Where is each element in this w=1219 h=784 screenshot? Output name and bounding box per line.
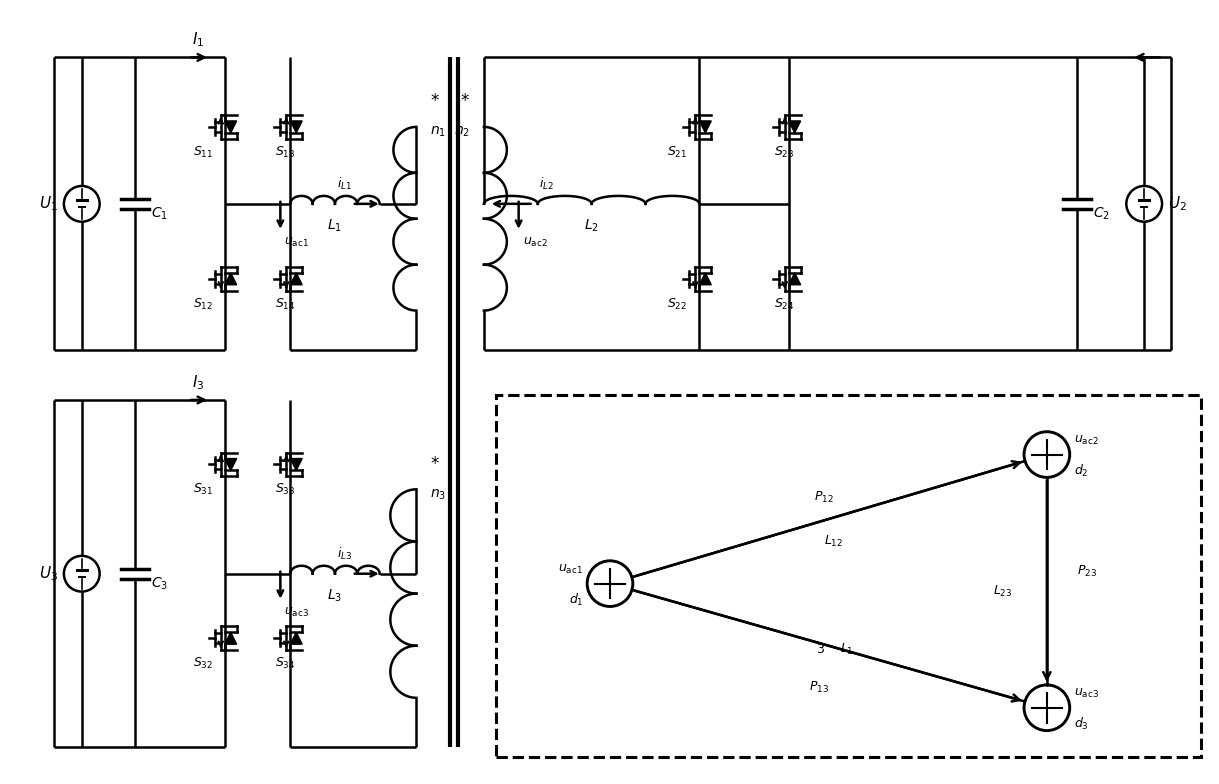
Polygon shape (224, 459, 236, 470)
Polygon shape (700, 273, 711, 285)
Polygon shape (290, 459, 302, 470)
Text: $i_{L3}$: $i_{L3}$ (338, 546, 352, 562)
Polygon shape (789, 273, 801, 285)
Text: $S_{24}$: $S_{24}$ (774, 296, 794, 312)
Text: $3$: $3$ (816, 643, 825, 655)
Text: $L_2$: $L_2$ (584, 218, 599, 234)
Text: $d_1$: $d_1$ (568, 592, 583, 608)
Text: $S_{31}$: $S_{31}$ (193, 482, 213, 498)
Text: $L_1$: $L_1$ (840, 641, 853, 657)
Text: $C_3$: $C_3$ (151, 575, 168, 592)
Text: $U_2$: $U_2$ (1168, 194, 1187, 213)
Text: $S_{23}$: $S_{23}$ (774, 145, 794, 160)
Text: $I_3$: $I_3$ (191, 373, 205, 392)
Text: $d_2$: $d_2$ (1074, 463, 1089, 478)
Text: $u_{\rm ac3}$: $u_{\rm ac3}$ (284, 605, 310, 619)
Text: $S_{13}$: $S_{13}$ (275, 145, 295, 160)
Polygon shape (290, 121, 302, 132)
Text: $u_{\rm ac1}$: $u_{\rm ac1}$ (284, 236, 310, 249)
Text: $S_{33}$: $S_{33}$ (275, 482, 295, 498)
Text: $S_{14}$: $S_{14}$ (275, 296, 295, 312)
Text: $n_2$: $n_2$ (453, 125, 471, 140)
Text: $i_{L2}$: $i_{L2}$ (539, 176, 553, 192)
Polygon shape (789, 121, 801, 132)
Text: $L_3$: $L_3$ (328, 587, 343, 604)
Text: $u_{\rm ac1}$: $u_{\rm ac1}$ (558, 563, 583, 575)
Bar (496, 395, 1201, 757)
Text: $*$: $*$ (430, 90, 440, 108)
Text: $*$: $*$ (430, 452, 440, 470)
Text: $U_3$: $U_3$ (39, 564, 59, 583)
Text: $u_{\rm ac2}$: $u_{\rm ac2}$ (523, 236, 547, 249)
Polygon shape (290, 273, 302, 285)
Text: $S_{11}$: $S_{11}$ (193, 145, 213, 160)
Text: $n_1$: $n_1$ (430, 125, 446, 140)
Text: $C_2$: $C_2$ (1092, 205, 1109, 222)
Text: $u_{\rm ac3}$: $u_{\rm ac3}$ (1074, 687, 1098, 700)
Text: $I_1$: $I_1$ (191, 31, 205, 49)
Polygon shape (700, 121, 711, 132)
Text: $P_{23}$: $P_{23}$ (1076, 564, 1097, 579)
Text: $L_{23}$: $L_{23}$ (992, 583, 1012, 599)
Text: $S_{32}$: $S_{32}$ (193, 656, 213, 671)
Text: $u_{\rm ac2}$: $u_{\rm ac2}$ (1074, 434, 1098, 447)
Text: $i_{L1}$: $i_{L1}$ (338, 176, 352, 192)
Polygon shape (224, 121, 236, 132)
Text: $d_3$: $d_3$ (1074, 716, 1089, 731)
Text: $*$: $*$ (460, 90, 471, 108)
Text: $P_{12}$: $P_{12}$ (813, 489, 834, 505)
Text: $C_1$: $C_1$ (151, 205, 168, 222)
Text: $S_{21}$: $S_{21}$ (667, 145, 688, 160)
Polygon shape (224, 632, 236, 644)
Text: $S_{22}$: $S_{22}$ (668, 296, 688, 312)
Text: $n_3$: $n_3$ (430, 488, 446, 502)
Text: $S_{12}$: $S_{12}$ (193, 296, 213, 312)
Text: $P_{13}$: $P_{13}$ (809, 680, 829, 695)
Polygon shape (290, 632, 302, 644)
Text: $L_1$: $L_1$ (328, 218, 343, 234)
Text: $U_1$: $U_1$ (39, 194, 59, 213)
Text: $S_{34}$: $S_{34}$ (275, 656, 295, 671)
Text: $L_{12}$: $L_{12}$ (824, 534, 844, 549)
Polygon shape (224, 273, 236, 285)
